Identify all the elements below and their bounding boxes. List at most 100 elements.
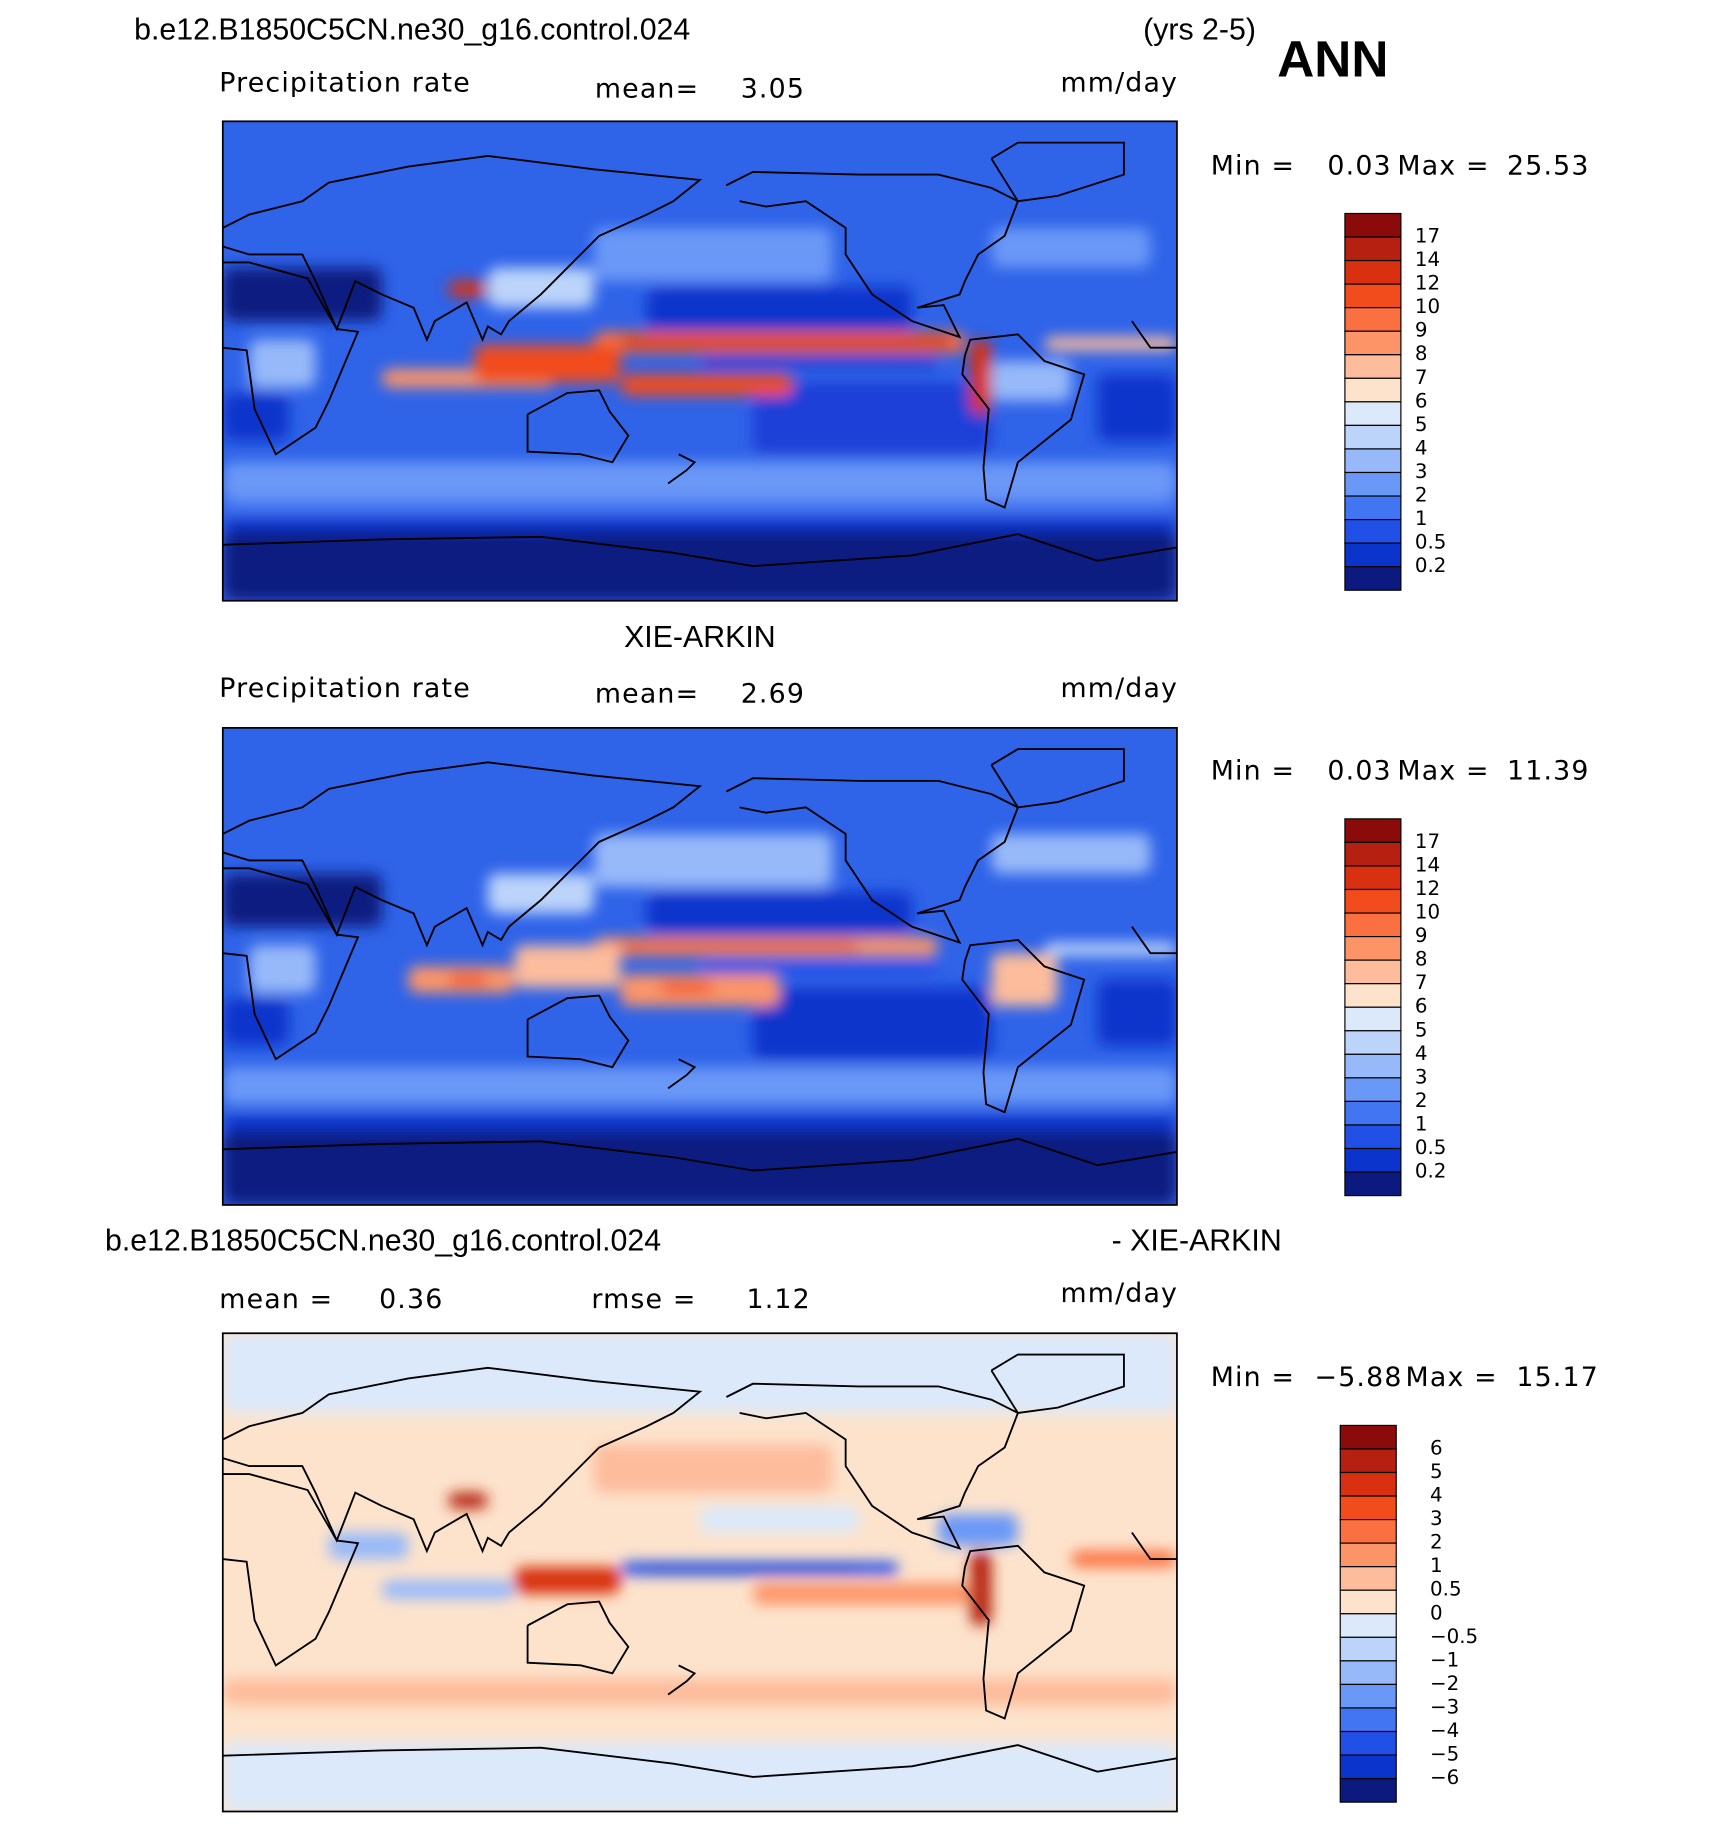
colorbar-box — [1344, 865, 1402, 891]
field — [222, 1333, 1177, 1812]
coastline — [222, 1744, 1177, 1778]
field-patch — [620, 942, 859, 951]
colorbar-box — [1344, 236, 1402, 262]
colorbar-box — [1339, 1660, 1397, 1686]
colorbar-box — [1344, 936, 1402, 961]
field-patch — [970, 339, 992, 415]
field-patch — [222, 1067, 1177, 1105]
colorbar-label: 2 — [1430, 1531, 1443, 1554]
colorbar-box — [1344, 259, 1402, 285]
field-patch — [222, 499, 1177, 516]
coastline — [990, 141, 1125, 203]
colorbar-box — [1344, 330, 1402, 356]
colorbar-label: 1 — [1415, 1112, 1428, 1135]
colorbar-label: 8 — [1415, 342, 1428, 365]
panel-title: XIE-ARKIN — [624, 621, 776, 654]
colorbar-box — [1344, 471, 1402, 497]
coastline — [1131, 1531, 1177, 1561]
colorbar-box — [1339, 1542, 1397, 1568]
map — [222, 727, 1177, 1205]
season: ANN — [1277, 31, 1388, 88]
colorbar-label: 3 — [1415, 1065, 1428, 1088]
colorbar-box — [1339, 1754, 1397, 1780]
colorbar-label: 14 — [1415, 853, 1440, 876]
colorbar-label: 10 — [1415, 901, 1440, 924]
field-patch — [222, 1333, 1177, 1413]
field-patch — [1044, 942, 1177, 956]
colorbar-label: 4 — [1415, 436, 1428, 459]
map — [222, 121, 1177, 601]
max-label: Max = — [1406, 1362, 1498, 1393]
colorbar-box — [1344, 212, 1402, 238]
field-patch — [991, 227, 1151, 268]
min-value: −5.88 — [1315, 1362, 1403, 1393]
field-patch — [222, 998, 290, 1046]
colorbar-box — [1339, 1566, 1397, 1591]
colorbar-box — [1344, 841, 1402, 867]
colorbar-box — [1344, 354, 1402, 379]
field — [222, 227, 1177, 601]
field-patch — [222, 1130, 1177, 1205]
field-patch — [249, 339, 316, 388]
units: mm/day — [1061, 67, 1179, 98]
colorbar-label: 5 — [1415, 413, 1428, 436]
colorbar-label: 1 — [1415, 507, 1428, 530]
coastline — [725, 777, 1020, 945]
map-frame — [221, 1332, 1178, 1813]
field-patch — [991, 953, 1058, 1007]
colorbar-box — [1344, 424, 1402, 450]
colorbar-box — [1339, 1589, 1397, 1615]
field-patch — [970, 1551, 992, 1626]
colorbar-label: 0.2 — [1415, 1160, 1447, 1183]
mean-value: 0.36 — [379, 1284, 443, 1315]
units: mm/day — [1061, 673, 1179, 704]
colorbar-box — [1344, 495, 1402, 521]
colorbar-label: 0.2 — [1415, 554, 1447, 577]
field-patch — [938, 1513, 1018, 1546]
min-value: 0.03 — [1327, 150, 1391, 181]
colorbar-label: 12 — [1415, 877, 1440, 900]
colorbar-box — [1344, 519, 1402, 544]
coastline — [667, 453, 697, 485]
field-patch — [487, 873, 594, 914]
rmse-value: 1.12 — [747, 1284, 811, 1315]
colorbar-label: −5 — [1430, 1743, 1459, 1766]
colorbar-box — [1344, 401, 1402, 426]
colorbar-label: 7 — [1415, 366, 1428, 389]
panel-title: b.e12.B1850C5CN.ne30_g16.control.024 — [134, 14, 690, 47]
mean-label: mean = — [219, 1284, 333, 1315]
colorbar-box — [1344, 818, 1402, 843]
colorbar-label: 3 — [1415, 460, 1428, 483]
max-value: 25.53 — [1507, 150, 1590, 181]
colorbar-box — [1339, 1471, 1397, 1497]
field-patch — [222, 267, 382, 322]
coastline — [725, 1382, 1020, 1551]
field-patch — [752, 987, 992, 1060]
field-patch — [593, 1444, 833, 1493]
coastline — [961, 1544, 1086, 1720]
coastline — [667, 1058, 697, 1090]
min-label: Min = — [1211, 150, 1295, 181]
colorbar-label: 1 — [1430, 1554, 1443, 1577]
field-patch — [620, 337, 952, 348]
coastline — [526, 994, 630, 1069]
colorbar-box — [1339, 1730, 1397, 1756]
field-patch — [222, 1114, 1177, 1131]
variable: Precipitation rate — [219, 673, 471, 704]
field-patch — [448, 281, 488, 298]
units: mm/day — [1061, 1278, 1179, 1309]
colorbar-label: 12 — [1415, 272, 1440, 295]
field-patch — [222, 531, 1177, 601]
colorbar-label: 17 — [1415, 830, 1440, 853]
max-value: 15.17 — [1516, 1362, 1599, 1393]
field-patch — [699, 355, 939, 367]
field-patch — [646, 1567, 859, 1573]
coastline — [667, 1664, 697, 1696]
colorbar-box — [1339, 1448, 1397, 1474]
coastline — [990, 1353, 1125, 1414]
colorbar-label: −4 — [1430, 1719, 1459, 1742]
colorbar-label: −0.5 — [1430, 1625, 1478, 1648]
colorbar-box — [1344, 983, 1402, 1008]
colorbar-box — [1344, 542, 1402, 568]
coastline — [526, 389, 630, 464]
